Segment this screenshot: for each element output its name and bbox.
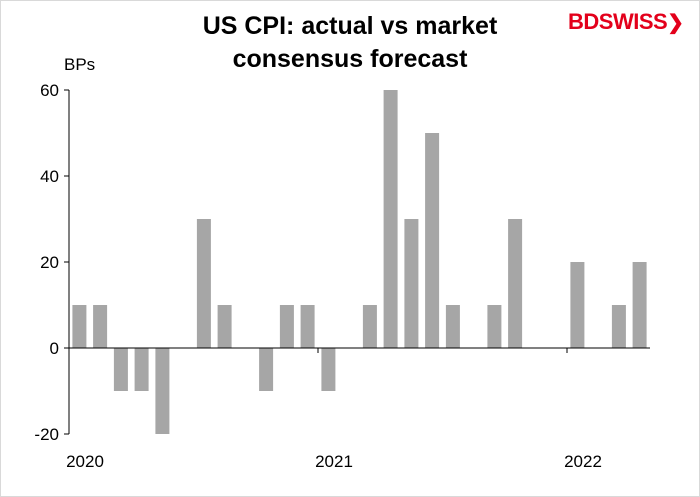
bar-2020-04: [134, 348, 149, 391]
logo-arrow-icon: ❯: [667, 12, 684, 34]
bar-2021-01: [321, 348, 336, 391]
bar-2020-02: [93, 305, 108, 348]
x-tick-label: 2021: [315, 452, 353, 471]
bars-group: [72, 90, 647, 434]
chart-title-line-2: consensus forecast: [232, 45, 468, 73]
axes-group: -20 0 20 40 60 2020 2021 2022: [34, 81, 650, 471]
bar-2022-03: [611, 305, 626, 348]
bar-2020-12: [300, 305, 315, 348]
y-tick-label: 40: [40, 167, 59, 186]
chart-title-line-1: US CPI: actual vs market: [202, 12, 498, 40]
y-tick-label: -20: [34, 425, 59, 444]
y-tick-label: 60: [40, 81, 59, 100]
brand-logo: BDSWISS❯: [568, 9, 684, 35]
bar-2021-07: [445, 305, 460, 348]
bar-2021-10: [508, 219, 523, 348]
x-tick-label: 2020: [66, 452, 104, 471]
bar-2020-11: [279, 305, 294, 348]
logo-part-bd: BD: [568, 9, 599, 34]
bar-2020-03: [113, 348, 128, 391]
bar-2020-01: [72, 305, 87, 348]
y-tick-label: 0: [50, 339, 59, 358]
bar-2021-05: [404, 219, 419, 348]
bar-2021-06: [425, 133, 440, 348]
bar-2021-09: [487, 305, 502, 348]
logo-part-swiss: SWISS: [598, 9, 668, 34]
bar-2020-10: [259, 348, 274, 391]
bar-2021-04: [383, 90, 398, 348]
bar-2020-07: [196, 219, 211, 348]
bar-2020-05: [155, 348, 170, 434]
bar-2022-04: [632, 262, 647, 348]
y-tick-label: 20: [40, 253, 59, 272]
x-tick-label: 2022: [564, 452, 602, 471]
bar-2020-08: [217, 305, 232, 348]
y-axis-label: BPs: [64, 55, 95, 74]
chart-title: US CPI: actual vs market consensus forec…: [120, 10, 580, 76]
bar-2021-03: [362, 305, 377, 348]
bar-2022-01: [570, 262, 585, 348]
